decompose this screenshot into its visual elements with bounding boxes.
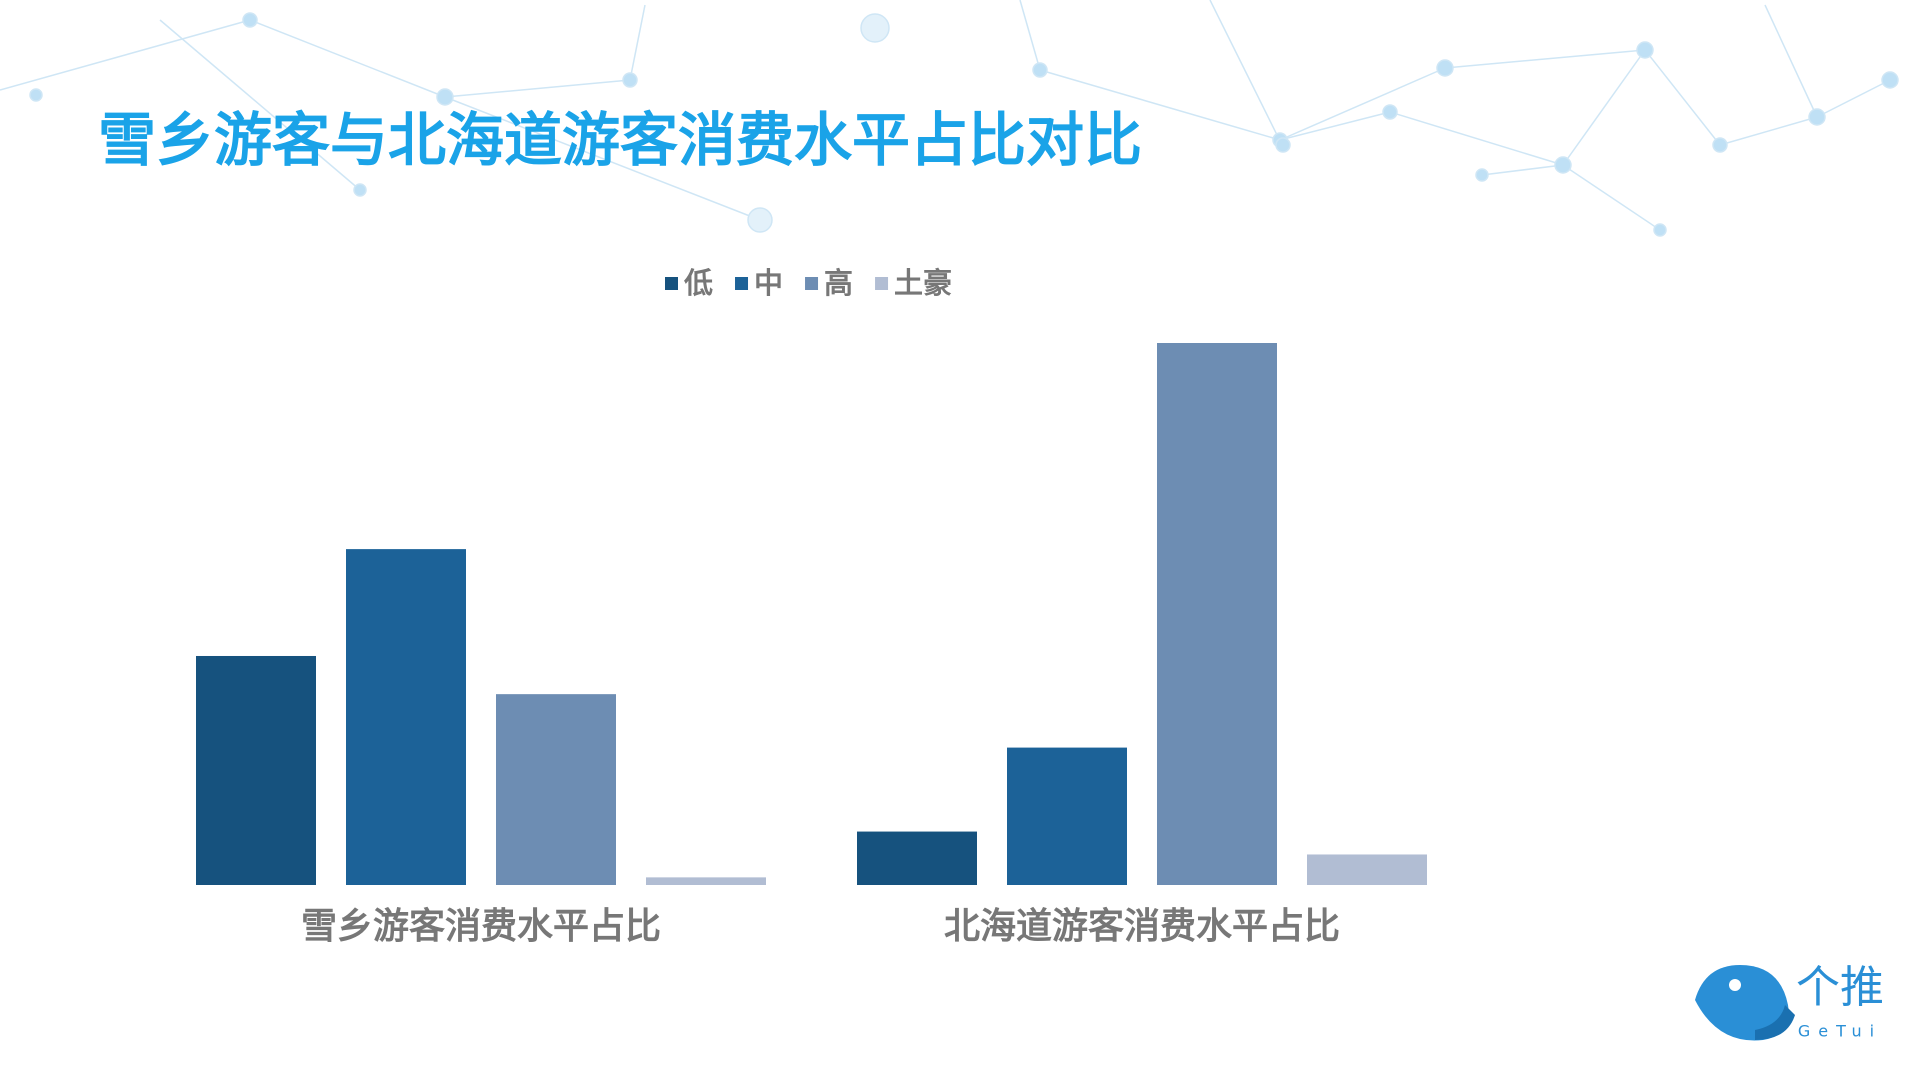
bar [1307, 854, 1427, 885]
legend-label: 土豪 [894, 266, 952, 300]
legend-label: 中 [754, 266, 783, 300]
plot: 雪乡游客消费水平占比 北海道游客消费水平占比 [196, 343, 1427, 947]
legend-swatch [735, 277, 749, 290]
logo-sub: GeTui [1798, 1022, 1882, 1041]
legend-swatch [665, 277, 678, 290]
logo: 个推 GeTui [1695, 962, 1884, 1041]
logo-whale [1695, 965, 1789, 1041]
bar [346, 549, 466, 885]
legend-label: 高 [824, 266, 853, 300]
network-decoration [0, 0, 1899, 237]
x-tick-label: 雪乡游客消费水平占比 [301, 906, 661, 947]
legend: 低 中 高 土豪 [665, 266, 952, 300]
legend-swatch [875, 277, 889, 290]
logo-eye [1729, 979, 1741, 991]
bar [196, 655, 316, 885]
legend-swatch [805, 277, 819, 290]
bar [857, 831, 977, 885]
legend-label: 低 [683, 266, 713, 300]
bar [1007, 747, 1127, 885]
x-tick-label: 北海道游客消费水平占比 [944, 906, 1340, 947]
bar [1157, 343, 1277, 885]
bar [646, 877, 766, 885]
logo-name: 个推 [1796, 962, 1884, 1013]
logo-tail [1755, 1005, 1795, 1040]
chart-title: 雪乡游客与北海道游客消费水平占比对比 [98, 106, 1142, 174]
bar [496, 694, 616, 885]
